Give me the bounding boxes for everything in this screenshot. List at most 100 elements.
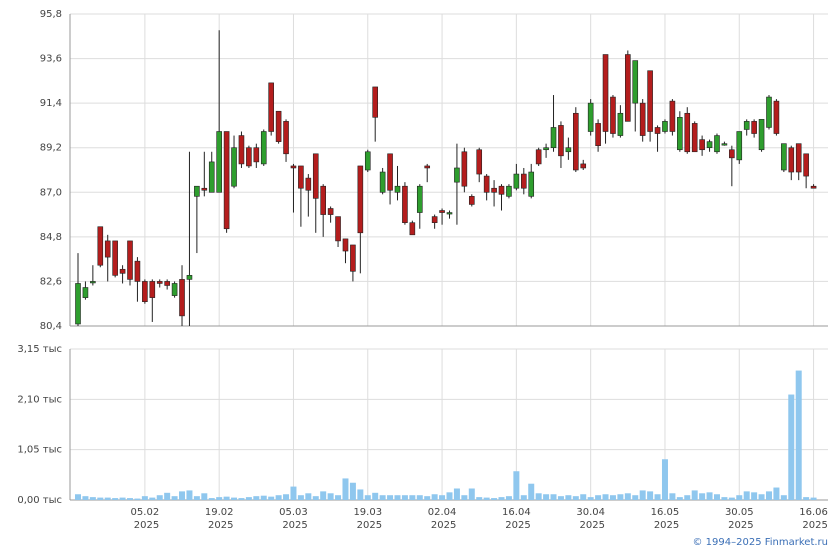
volume-bar xyxy=(624,493,631,500)
volume-bar xyxy=(758,494,765,500)
volume-bar xyxy=(127,498,134,500)
candle-body xyxy=(580,163,587,169)
volume-bar xyxy=(803,497,810,500)
volume-bar xyxy=(342,478,349,500)
candle-body xyxy=(253,147,260,163)
volume-bar xyxy=(617,494,624,500)
candle-body xyxy=(736,131,743,161)
candle-body xyxy=(298,165,304,189)
candle-body xyxy=(327,208,334,215)
candle-body xyxy=(119,268,126,274)
volume-bar xyxy=(498,497,505,500)
candle-body xyxy=(558,125,564,157)
candle-body xyxy=(171,283,178,296)
candle-body xyxy=(75,283,81,325)
volume-bar xyxy=(439,495,446,500)
volume-bar xyxy=(164,492,171,500)
volume-bar xyxy=(327,493,334,500)
candle-body xyxy=(246,147,252,167)
candle-body xyxy=(104,240,111,258)
volume-bar xyxy=(639,490,646,500)
volume-bar xyxy=(661,459,668,500)
candle-body xyxy=(149,281,156,298)
volume-bar xyxy=(736,495,743,500)
volume-bar xyxy=(565,495,572,500)
volume-bar xyxy=(156,495,163,500)
candle-body xyxy=(468,196,475,205)
x-tick-label: 16.05 2025 xyxy=(651,507,680,531)
volume-bar xyxy=(684,495,691,500)
candle-body xyxy=(127,240,133,280)
volume-bar xyxy=(788,394,795,500)
candle-body xyxy=(535,149,542,165)
candle-body xyxy=(238,135,245,165)
candle-body xyxy=(669,100,676,132)
candle-body xyxy=(803,153,809,177)
candle-body xyxy=(268,82,274,132)
volume-bar xyxy=(134,498,141,500)
volume-bar xyxy=(713,494,720,500)
volume-bar xyxy=(595,495,602,500)
candle-body xyxy=(82,287,89,298)
candle-body xyxy=(506,185,512,197)
volume-bar xyxy=(409,495,416,500)
volume-bar xyxy=(171,496,178,500)
candle-body xyxy=(788,147,795,173)
volume-bar xyxy=(312,496,319,500)
candle-body xyxy=(416,185,423,213)
candle-body xyxy=(677,117,683,151)
candle-body xyxy=(231,147,237,187)
candle-body xyxy=(632,60,639,104)
candle-body xyxy=(528,171,535,197)
candle-body xyxy=(743,121,750,130)
volume-bar xyxy=(231,497,238,500)
x-tick-label: 02.04 2025 xyxy=(428,507,457,531)
candle-body xyxy=(208,161,215,193)
volume-bar xyxy=(149,497,156,500)
volume-bar xyxy=(632,495,639,500)
candle-body xyxy=(781,143,787,171)
y-tick-label: 2,10 тыс xyxy=(17,394,62,405)
volume-bar xyxy=(461,495,468,500)
candle-body xyxy=(305,177,312,191)
volume-bar xyxy=(483,497,490,500)
candle-body xyxy=(662,121,668,132)
candle-body xyxy=(617,112,624,136)
candle-body xyxy=(186,275,193,280)
volume-bar xyxy=(253,496,260,500)
volume-bar xyxy=(743,491,750,500)
y-tick-label: 89,2 xyxy=(40,143,62,154)
volume-bar xyxy=(186,490,193,500)
candle-body xyxy=(684,112,691,153)
candle-body xyxy=(498,185,505,195)
y-tick-label: 84,8 xyxy=(40,232,62,243)
candle-body xyxy=(699,139,705,151)
candle-body xyxy=(90,281,96,284)
x-tick-label: 19.02 2025 xyxy=(205,507,234,531)
volume-bar xyxy=(372,492,379,500)
volume-bar xyxy=(780,495,787,500)
volume-bar xyxy=(691,490,698,500)
y-tick-label: 95,8 xyxy=(40,9,62,20)
volume-bar xyxy=(676,497,683,500)
volume-bar xyxy=(290,486,297,500)
volume-bar xyxy=(268,496,275,500)
candle-body xyxy=(357,165,364,234)
candle-body xyxy=(491,187,497,193)
candle-body xyxy=(751,121,757,134)
x-tick-label: 30.04 2025 xyxy=(576,507,605,531)
volume-bar xyxy=(335,495,342,500)
candle-body xyxy=(402,185,408,223)
candle-body xyxy=(483,175,490,193)
volume-bar xyxy=(602,494,609,500)
candle-body xyxy=(394,185,401,193)
volume-bar xyxy=(216,497,223,500)
volume-bar xyxy=(424,496,431,500)
volume-bar xyxy=(587,497,594,500)
volume-bar xyxy=(89,497,96,500)
volume-bar xyxy=(364,495,371,500)
candle-body xyxy=(714,135,720,153)
candle-body xyxy=(446,212,453,215)
volume-bar xyxy=(394,495,401,500)
